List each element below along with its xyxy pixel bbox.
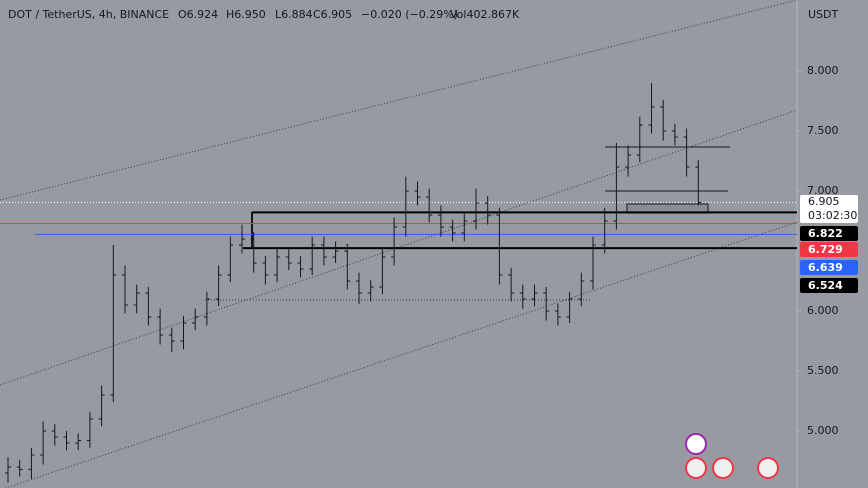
y-tick-label: 8.000 <box>807 64 839 77</box>
price-level-box <box>800 242 858 257</box>
last-price-box <box>800 195 858 223</box>
channel-upper <box>0 0 798 201</box>
price-level-label: 6.822 <box>808 227 843 240</box>
last-price-label: 6.905 <box>808 195 840 208</box>
event-icons <box>685 433 779 479</box>
y-tick-label: 7.000 <box>807 184 839 197</box>
close-text: C6.905 <box>313 8 352 21</box>
y-tick-label: 5.500 <box>807 364 839 377</box>
symbol: DOT / TetherUS, 4h, BINANCE <box>8 8 169 21</box>
open-text: O6.924 <box>178 8 218 21</box>
channel-bottom <box>4 221 798 488</box>
change-text: −0.020 (−0.29%) <box>361 8 458 21</box>
high-text: H6.950 <box>226 8 266 21</box>
y-tick-label: 6.000 <box>807 304 839 317</box>
event-icon[interactable] <box>685 457 707 479</box>
price-level-box <box>800 226 858 241</box>
price-level-label: 6.524 <box>808 279 843 292</box>
y-tick-label: 7.500 <box>807 124 839 137</box>
price-level-box <box>800 278 858 293</box>
y-tick-label: 5.000 <box>807 424 839 437</box>
event-icon[interactable] <box>685 433 707 455</box>
price-level-box <box>800 260 858 275</box>
event-icon[interactable] <box>757 457 779 479</box>
price-level-label: 6.639 <box>808 261 843 274</box>
countdown-label: 03:02:30 <box>808 209 857 222</box>
price-level-label: 6.729 <box>808 243 843 256</box>
low-text: L6.884 <box>275 8 313 21</box>
channel-top <box>0 109 798 386</box>
axis-unit: USDT <box>808 8 839 21</box>
volume-text: Vol402.867K <box>450 8 520 21</box>
event-icon[interactable] <box>712 457 734 479</box>
